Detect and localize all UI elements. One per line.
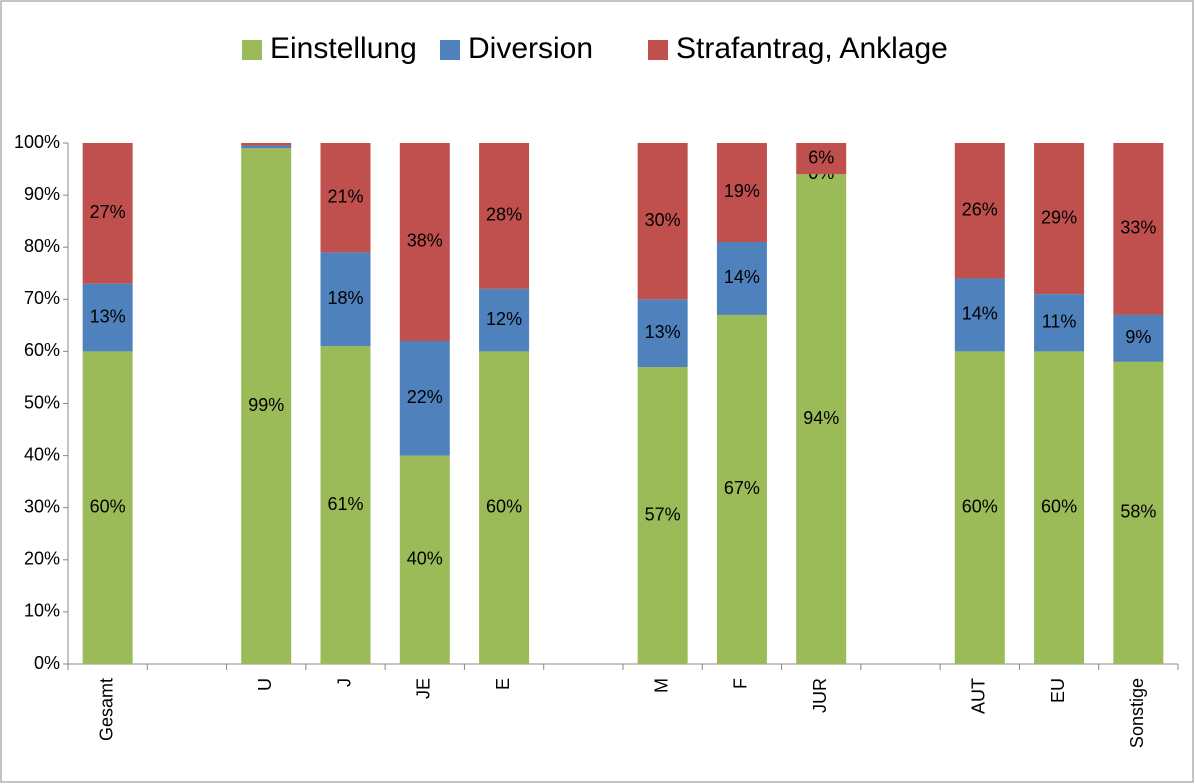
data-label: 22% xyxy=(407,387,443,407)
data-label: 60% xyxy=(1041,496,1077,516)
x-tick-label: F xyxy=(731,678,751,689)
x-tick-label: E xyxy=(493,678,513,690)
bar-segment xyxy=(637,299,688,368)
bar-segment xyxy=(241,148,292,664)
bar-segment xyxy=(1034,351,1085,664)
data-label: 14% xyxy=(724,267,760,287)
data-label: 27% xyxy=(90,202,126,222)
y-tick-label: 70% xyxy=(24,288,60,308)
y-tick-label: 30% xyxy=(24,496,60,516)
x-tick-label: J xyxy=(334,678,354,687)
bar-segment xyxy=(241,143,292,146)
x-tick-label: AUT xyxy=(969,678,989,714)
y-tick-label: 50% xyxy=(24,392,60,412)
bar-segment xyxy=(954,143,1005,279)
data-label: 94% xyxy=(803,408,839,428)
bar-segment xyxy=(716,241,767,315)
bar-segment xyxy=(399,455,450,664)
y-tick-label: 90% xyxy=(24,184,60,204)
x-tick-label: JUR xyxy=(810,678,830,713)
legend-swatch xyxy=(648,40,668,60)
data-label: 19% xyxy=(724,181,760,201)
bar-segment xyxy=(82,351,133,664)
bar-segment xyxy=(796,143,847,175)
y-tick-label: 20% xyxy=(24,549,60,569)
bar-segment xyxy=(479,288,530,352)
bar-segment xyxy=(954,351,1005,664)
data-label: 12% xyxy=(486,309,522,329)
data-label: 9% xyxy=(1125,327,1151,347)
data-label: 33% xyxy=(1120,218,1156,238)
data-label: 6% xyxy=(808,147,834,167)
bar-segment xyxy=(716,314,767,664)
bar-segment xyxy=(320,346,371,664)
data-label: 26% xyxy=(962,199,998,219)
x-tick-label: EU xyxy=(1048,678,1068,703)
legend-swatch xyxy=(242,40,262,60)
bar-segment xyxy=(399,340,450,456)
bar-segment xyxy=(479,143,530,289)
data-label: 13% xyxy=(645,322,681,342)
bar-segment xyxy=(637,367,688,664)
data-label: 60% xyxy=(90,496,126,516)
x-tick-label: Gesamt xyxy=(96,678,116,741)
data-label: 58% xyxy=(1120,502,1156,522)
data-label: 28% xyxy=(486,205,522,225)
y-tick-label: 40% xyxy=(24,444,60,464)
bar-segment xyxy=(1113,361,1164,664)
data-label: 21% xyxy=(327,186,363,206)
data-label: 67% xyxy=(724,478,760,498)
legend-swatch xyxy=(440,40,460,60)
data-label: 30% xyxy=(645,210,681,230)
data-label: 11% xyxy=(1042,311,1077,331)
bar-segment xyxy=(320,252,371,347)
data-label: 57% xyxy=(645,504,681,524)
bar-segment xyxy=(82,143,133,284)
data-label: 38% xyxy=(407,231,443,251)
bar-segment xyxy=(241,145,292,149)
bar-segment xyxy=(1034,294,1085,352)
y-tick-label: 100% xyxy=(14,132,60,152)
legend-label: Strafantrag, Anklage xyxy=(676,32,948,65)
data-label: 29% xyxy=(1041,207,1077,227)
data-label: 61% xyxy=(327,494,363,514)
x-tick-label: M xyxy=(651,678,671,693)
data-label: 60% xyxy=(486,496,522,516)
y-tick-label: 0% xyxy=(34,653,60,673)
bar-segment xyxy=(716,143,767,242)
legend-label: Diversion xyxy=(468,32,593,65)
bar-segment xyxy=(954,278,1005,352)
bar-segment xyxy=(1113,143,1164,315)
bar-segment xyxy=(320,143,371,253)
data-label: 60% xyxy=(962,496,998,516)
data-label: 40% xyxy=(407,549,443,569)
bar-segment xyxy=(1113,314,1164,362)
bar-segment xyxy=(796,174,847,664)
x-tick-label: Sonstige xyxy=(1127,678,1147,748)
bar-segment xyxy=(399,143,450,341)
data-label: 13% xyxy=(90,306,126,326)
y-tick-label: 60% xyxy=(24,340,60,360)
data-label: 18% xyxy=(327,288,363,308)
y-tick-label: 80% xyxy=(24,236,60,256)
data-label: 14% xyxy=(962,304,998,324)
x-tick-label: JE xyxy=(414,678,434,699)
y-tick-label: 10% xyxy=(24,601,60,621)
x-tick-label: U xyxy=(255,678,275,691)
bar-segment xyxy=(637,143,688,300)
bar-segment xyxy=(82,283,133,352)
bar-segment xyxy=(1034,143,1085,295)
legend-label: Einstellung xyxy=(270,32,417,65)
data-label: 99% xyxy=(248,395,284,415)
bar-segment xyxy=(479,351,530,664)
